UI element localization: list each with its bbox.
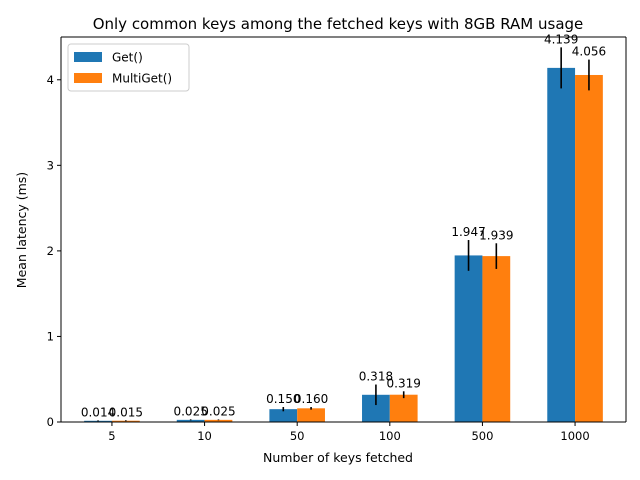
bar-multiget-5 bbox=[111, 420, 140, 422]
bar-get-10 bbox=[176, 419, 205, 422]
y-tick-label: 0 bbox=[47, 415, 54, 429]
legend-swatch-multiget bbox=[74, 73, 102, 83]
data-label: 0.014 bbox=[81, 405, 115, 419]
y-tick-label: 2 bbox=[47, 244, 54, 258]
legend-swatch-get bbox=[74, 52, 102, 62]
x-tick-label: 100 bbox=[379, 429, 401, 443]
x-axis-label: Number of keys fetched bbox=[263, 450, 413, 465]
data-label: 0.025 bbox=[201, 404, 235, 418]
data-label: 0.318 bbox=[359, 370, 393, 384]
x-tick-label: 500 bbox=[471, 429, 493, 443]
bar-get-50 bbox=[269, 409, 298, 422]
data-label: 4.139 bbox=[544, 32, 578, 46]
bar-multiget-1000 bbox=[575, 74, 603, 422]
y-tick-label: 3 bbox=[47, 158, 54, 172]
bar-get-1000 bbox=[547, 67, 576, 422]
bar-multiget-100 bbox=[389, 394, 418, 422]
legend-label-multiget: MultiGet() bbox=[112, 72, 172, 86]
x-tick-label: 50 bbox=[290, 429, 305, 443]
data-label: 0.319 bbox=[387, 376, 421, 390]
bar-get-5 bbox=[84, 420, 112, 422]
data-label: 0.160 bbox=[294, 392, 328, 406]
bar-multiget-50 bbox=[297, 408, 325, 422]
data-label: 0.015 bbox=[109, 405, 143, 419]
data-label: 0.025 bbox=[173, 404, 207, 418]
x-tick-label: 10 bbox=[197, 429, 212, 443]
data-label: 4.056 bbox=[572, 45, 606, 59]
data-label: 1.947 bbox=[451, 225, 485, 239]
chart-title: Only common keys among the fetched keys … bbox=[93, 15, 584, 33]
x-tick-label: 1000 bbox=[560, 429, 589, 443]
y-tick-label: 1 bbox=[47, 329, 54, 343]
bar-multiget-10 bbox=[204, 419, 233, 422]
bar-get-500 bbox=[454, 255, 483, 422]
data-label: 0.150 bbox=[266, 392, 300, 406]
y-tick-label: 4 bbox=[47, 73, 54, 87]
data-label: 1.939 bbox=[479, 228, 513, 242]
x-tick-label: 5 bbox=[108, 429, 115, 443]
bar-multiget-500 bbox=[482, 256, 511, 422]
y-axis-label: Mean latency (ms) bbox=[14, 172, 29, 288]
legend-label-get: Get() bbox=[112, 51, 143, 65]
plot-area: 0.014 0.025 0.150 0.318 1.947 4.139 0.015 0.025… bbox=[47, 32, 627, 443]
